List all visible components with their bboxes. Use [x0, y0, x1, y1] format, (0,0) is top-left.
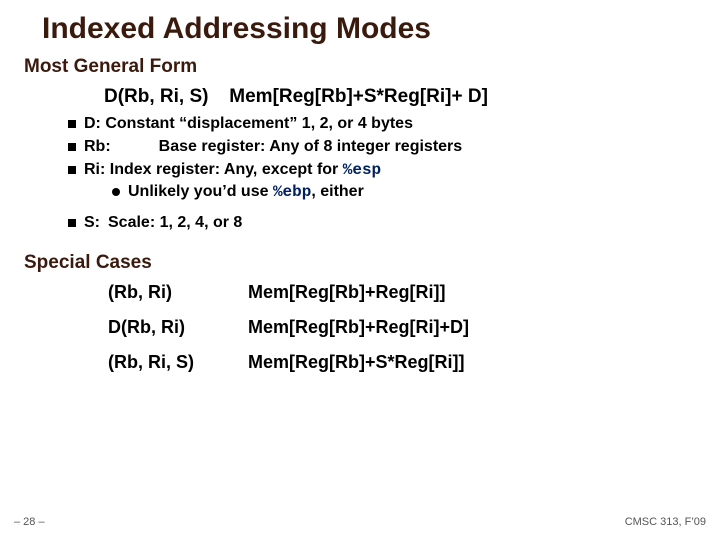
case-right: Mem[Reg[Rb]+Reg[Ri]+D]: [248, 317, 469, 338]
code-ebp: %ebp: [273, 183, 311, 201]
bullet-ri-text: Ri: Index register: Any, except for: [84, 161, 343, 178]
special-cases-table: (Rb, Ri) Mem[Reg[Rb]+Reg[Ri]] D(Rb, Ri) …: [108, 282, 696, 373]
case-left: D(Rb, Ri): [108, 317, 248, 338]
page-number: – 28 –: [14, 516, 45, 528]
table-row: (Rb, Ri) Mem[Reg[Rb]+Reg[Ri]]: [108, 282, 696, 303]
table-row: (Rb, Ri, S) Mem[Reg[Rb]+S*Reg[Ri]]: [108, 352, 696, 373]
case-right: Mem[Reg[Rb]+Reg[Ri]]: [248, 282, 446, 303]
bullet-s: S: Scale: 1, 2, 4, or 8: [68, 213, 696, 234]
case-left: (Rb, Ri, S): [108, 352, 248, 373]
sub-bullet-ebp: Unlikely you’d use %ebp, either: [112, 182, 696, 203]
course-label: CMSC 313, F’09: [625, 516, 706, 528]
bullet-ri: Ri: Index register: Any, except for %esp: [68, 160, 696, 181]
sub-suffix: , either: [311, 183, 363, 200]
bullet-rb: Rb: Base register: Any of 8 integer regi…: [68, 137, 696, 158]
code-esp: %esp: [343, 161, 381, 179]
section-heading-general: Most General Form: [24, 56, 696, 78]
formula-left: D(Rb, Ri, S): [104, 86, 224, 108]
section-heading-special: Special Cases: [24, 252, 696, 274]
table-row: D(Rb, Ri) Mem[Reg[Rb]+Reg[Ri]+D]: [108, 317, 696, 338]
formula-right: Mem[Reg[Rb]+S*Reg[Ri]+ D]: [229, 86, 488, 107]
bullet-d: D: Constant “displacement” 1, 2, or 4 by…: [68, 114, 696, 135]
sub-prefix: Unlikely you’d use: [128, 183, 273, 200]
case-left: (Rb, Ri): [108, 282, 248, 303]
case-right: Mem[Reg[Rb]+S*Reg[Ri]]: [248, 352, 465, 373]
general-formula: D(Rb, Ri, S) Mem[Reg[Rb]+S*Reg[Ri]+ D]: [104, 86, 696, 108]
bullet-list: D: Constant “displacement” 1, 2, or 4 by…: [68, 114, 696, 234]
slide-title: Indexed Addressing Modes: [24, 12, 696, 46]
